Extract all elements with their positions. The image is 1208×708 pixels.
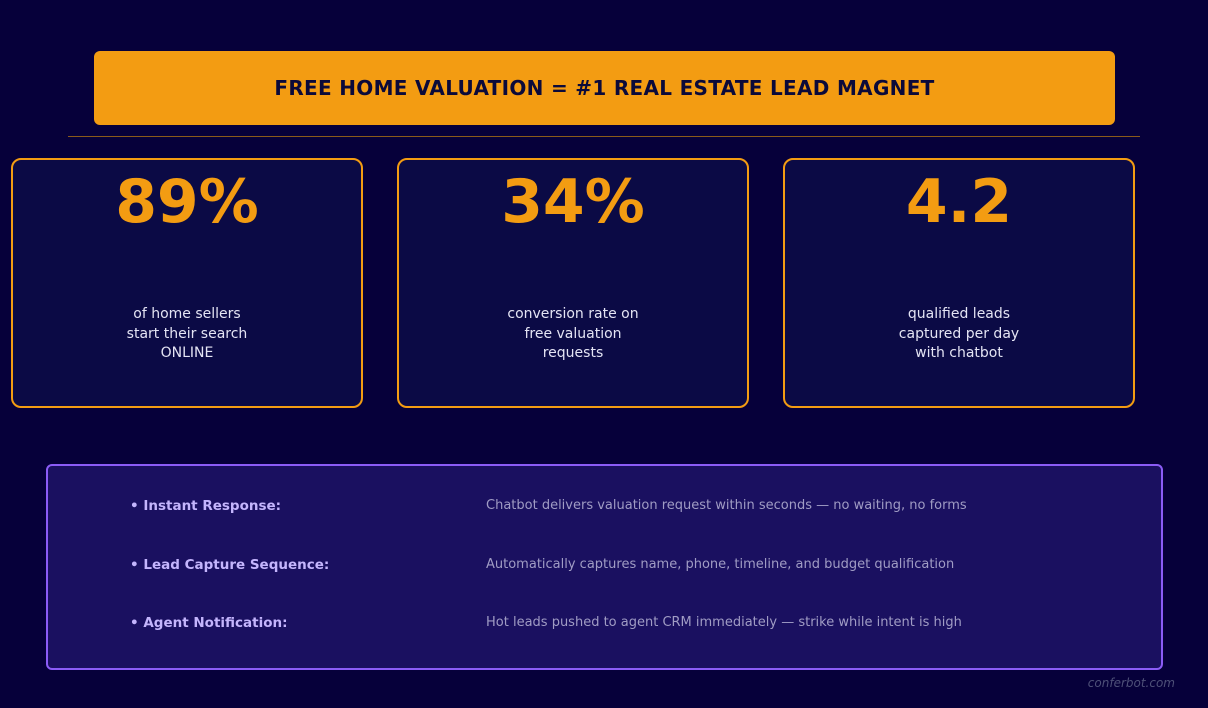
watermark: conferbot.com: [1087, 676, 1175, 690]
desc-line: of home sellers: [133, 306, 241, 322]
feature-row: Lead Capture Sequence: Automatically cap…: [48, 555, 1161, 575]
title: FREE HOME VALUATION = #1 REAL ESTATE LEA…: [274, 76, 935, 100]
stat-card: 89% of home sellers start their search O…: [11, 158, 363, 408]
desc-line: free valuation: [524, 325, 622, 342]
feature-label: Agent Notification:: [130, 613, 287, 633]
feature-text: Chatbot delivers valuation request withi…: [486, 498, 967, 513]
desc-line: captured per day: [898, 325, 1020, 342]
divider: [68, 136, 1140, 137]
feature-text: Automatically captures name, phone, time…: [486, 557, 955, 572]
feature-text: Hot leads pushed to agent CRM immediatel…: [486, 615, 962, 630]
desc-line: conversion rate on: [507, 306, 639, 322]
desc-line: ONLINE: [160, 345, 214, 361]
stat-description: of home sellers start their search ONLIN…: [13, 305, 361, 364]
stat-value: 34%: [501, 167, 645, 237]
stat-card: 34% conversion rate on free valuation re…: [397, 158, 749, 408]
stat-card: 4.2 qualified leads captured per day wit…: [783, 158, 1135, 408]
stat-description: conversion rate on free valuation reques…: [399, 305, 747, 364]
feature-panel: Instant Response: Chatbot delivers valua…: [46, 464, 1163, 670]
stat-value: 4.2: [905, 167, 1013, 237]
stat-value: 89%: [115, 167, 259, 237]
feature-row: Agent Notification: Hot leads pushed to …: [48, 613, 1161, 633]
feature-label: Lead Capture Sequence:: [130, 555, 329, 575]
desc-line: start their search: [126, 325, 248, 342]
title-banner: FREE HOME VALUATION = #1 REAL ESTATE LEA…: [94, 51, 1115, 125]
desc-line: with chatbot: [915, 345, 1003, 361]
feature-row: Instant Response: Chatbot delivers valua…: [48, 496, 1161, 516]
desc-line: requests: [542, 345, 604, 361]
feature-label: Instant Response:: [130, 496, 281, 516]
stat-description: qualified leads captured per day with ch…: [785, 305, 1133, 364]
desc-line: qualified leads: [907, 306, 1011, 322]
